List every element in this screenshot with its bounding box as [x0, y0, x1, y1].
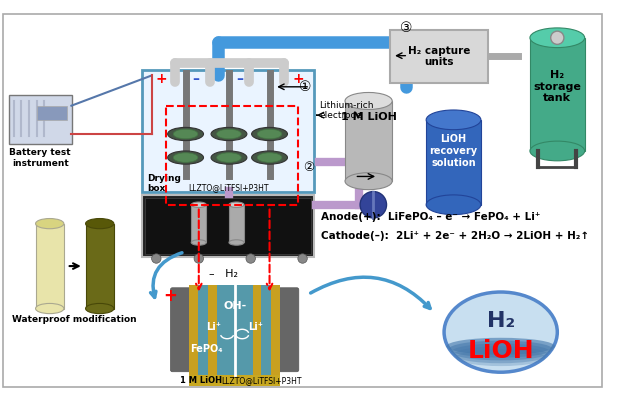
Ellipse shape	[447, 338, 555, 355]
Ellipse shape	[191, 202, 206, 207]
Circle shape	[550, 31, 564, 45]
FancyBboxPatch shape	[191, 205, 206, 243]
Circle shape	[194, 254, 204, 263]
FancyBboxPatch shape	[530, 38, 585, 151]
Text: OH-: OH-	[223, 301, 246, 311]
FancyBboxPatch shape	[3, 14, 602, 387]
FancyBboxPatch shape	[189, 375, 280, 386]
Ellipse shape	[168, 151, 204, 164]
FancyBboxPatch shape	[145, 198, 311, 254]
Text: H₂
storage
tank: H₂ storage tank	[533, 70, 581, 103]
Text: –   H₂: – H₂	[209, 269, 238, 279]
Text: Drying
box: Drying box	[147, 174, 180, 193]
Ellipse shape	[451, 343, 550, 360]
FancyBboxPatch shape	[189, 285, 198, 375]
FancyBboxPatch shape	[36, 106, 67, 120]
Ellipse shape	[36, 219, 64, 229]
Text: –: –	[236, 72, 243, 86]
Ellipse shape	[345, 173, 392, 190]
Ellipse shape	[86, 219, 114, 229]
Text: +: +	[156, 72, 167, 86]
Ellipse shape	[257, 153, 282, 162]
FancyBboxPatch shape	[390, 30, 488, 83]
FancyBboxPatch shape	[142, 70, 314, 192]
FancyBboxPatch shape	[229, 205, 244, 243]
Ellipse shape	[168, 128, 204, 141]
Ellipse shape	[252, 151, 287, 164]
Ellipse shape	[173, 153, 198, 162]
Text: ②: ②	[303, 160, 315, 174]
Text: H₂ capture
units: H₂ capture units	[408, 46, 470, 67]
Ellipse shape	[456, 349, 545, 366]
Ellipse shape	[229, 240, 244, 245]
Ellipse shape	[530, 141, 585, 161]
Ellipse shape	[217, 129, 241, 139]
Text: +: +	[292, 72, 303, 86]
Ellipse shape	[211, 151, 247, 164]
FancyBboxPatch shape	[9, 95, 72, 144]
Text: Waterproof modification: Waterproof modification	[12, 315, 136, 324]
Ellipse shape	[449, 340, 552, 358]
Circle shape	[152, 254, 161, 263]
Text: LLZTO@LiTFSI+P3HT: LLZTO@LiTFSI+P3HT	[221, 376, 301, 385]
Text: FePO₄: FePO₄	[190, 344, 223, 354]
FancyBboxPatch shape	[426, 120, 481, 205]
Ellipse shape	[229, 202, 244, 207]
Text: Cathode(–):  2Li⁺ + 2e⁻ + 2H₂O → 2LiOH + H₂↑: Cathode(–): 2Li⁺ + 2e⁻ + 2H₂O → 2LiOH + …	[321, 231, 589, 241]
FancyBboxPatch shape	[170, 288, 193, 372]
Ellipse shape	[530, 28, 585, 48]
FancyBboxPatch shape	[253, 285, 261, 375]
Ellipse shape	[252, 128, 287, 141]
Ellipse shape	[444, 292, 557, 372]
Text: –: –	[193, 72, 200, 86]
FancyBboxPatch shape	[345, 101, 392, 181]
Ellipse shape	[86, 304, 114, 314]
Ellipse shape	[257, 129, 282, 139]
Ellipse shape	[454, 346, 548, 363]
FancyBboxPatch shape	[142, 195, 314, 257]
Ellipse shape	[191, 240, 206, 245]
Ellipse shape	[217, 153, 241, 162]
Text: H₂: H₂	[486, 311, 515, 331]
Ellipse shape	[211, 128, 247, 141]
Circle shape	[246, 254, 255, 263]
Text: Li⁺: Li⁺	[248, 322, 263, 332]
FancyBboxPatch shape	[36, 224, 64, 308]
Ellipse shape	[173, 129, 198, 139]
Circle shape	[298, 254, 307, 263]
Text: ③: ③	[400, 21, 413, 35]
Text: 1 M LiOH: 1 M LiOH	[340, 112, 397, 122]
Text: Anode(+):  LiFePO₄ – e⁻ → FePO₄ + Li⁺: Anode(+): LiFePO₄ – e⁻ → FePO₄ + Li⁺	[321, 212, 541, 222]
Text: ①: ①	[300, 80, 312, 94]
Text: Li⁺: Li⁺	[206, 322, 221, 332]
FancyBboxPatch shape	[208, 285, 217, 375]
Ellipse shape	[426, 195, 481, 215]
FancyBboxPatch shape	[276, 288, 299, 372]
Ellipse shape	[345, 93, 392, 109]
Text: LiOH: LiOH	[467, 339, 534, 363]
Text: Battery test
instrument: Battery test instrument	[10, 148, 71, 168]
Text: 1 M LiOH: 1 M LiOH	[180, 376, 221, 385]
Circle shape	[360, 192, 387, 218]
FancyBboxPatch shape	[86, 224, 114, 308]
Text: LiOH
recovery
solution: LiOH recovery solution	[429, 134, 477, 168]
Ellipse shape	[426, 110, 481, 130]
FancyBboxPatch shape	[271, 285, 280, 375]
FancyBboxPatch shape	[189, 285, 280, 375]
Ellipse shape	[36, 304, 64, 314]
Text: Lithium-rich
electrode: Lithium-rich electrode	[319, 101, 374, 120]
Text: LLZTO@LiTFSI+P3HT: LLZTO@LiTFSI+P3HT	[189, 183, 269, 192]
Text: +: +	[164, 287, 177, 305]
